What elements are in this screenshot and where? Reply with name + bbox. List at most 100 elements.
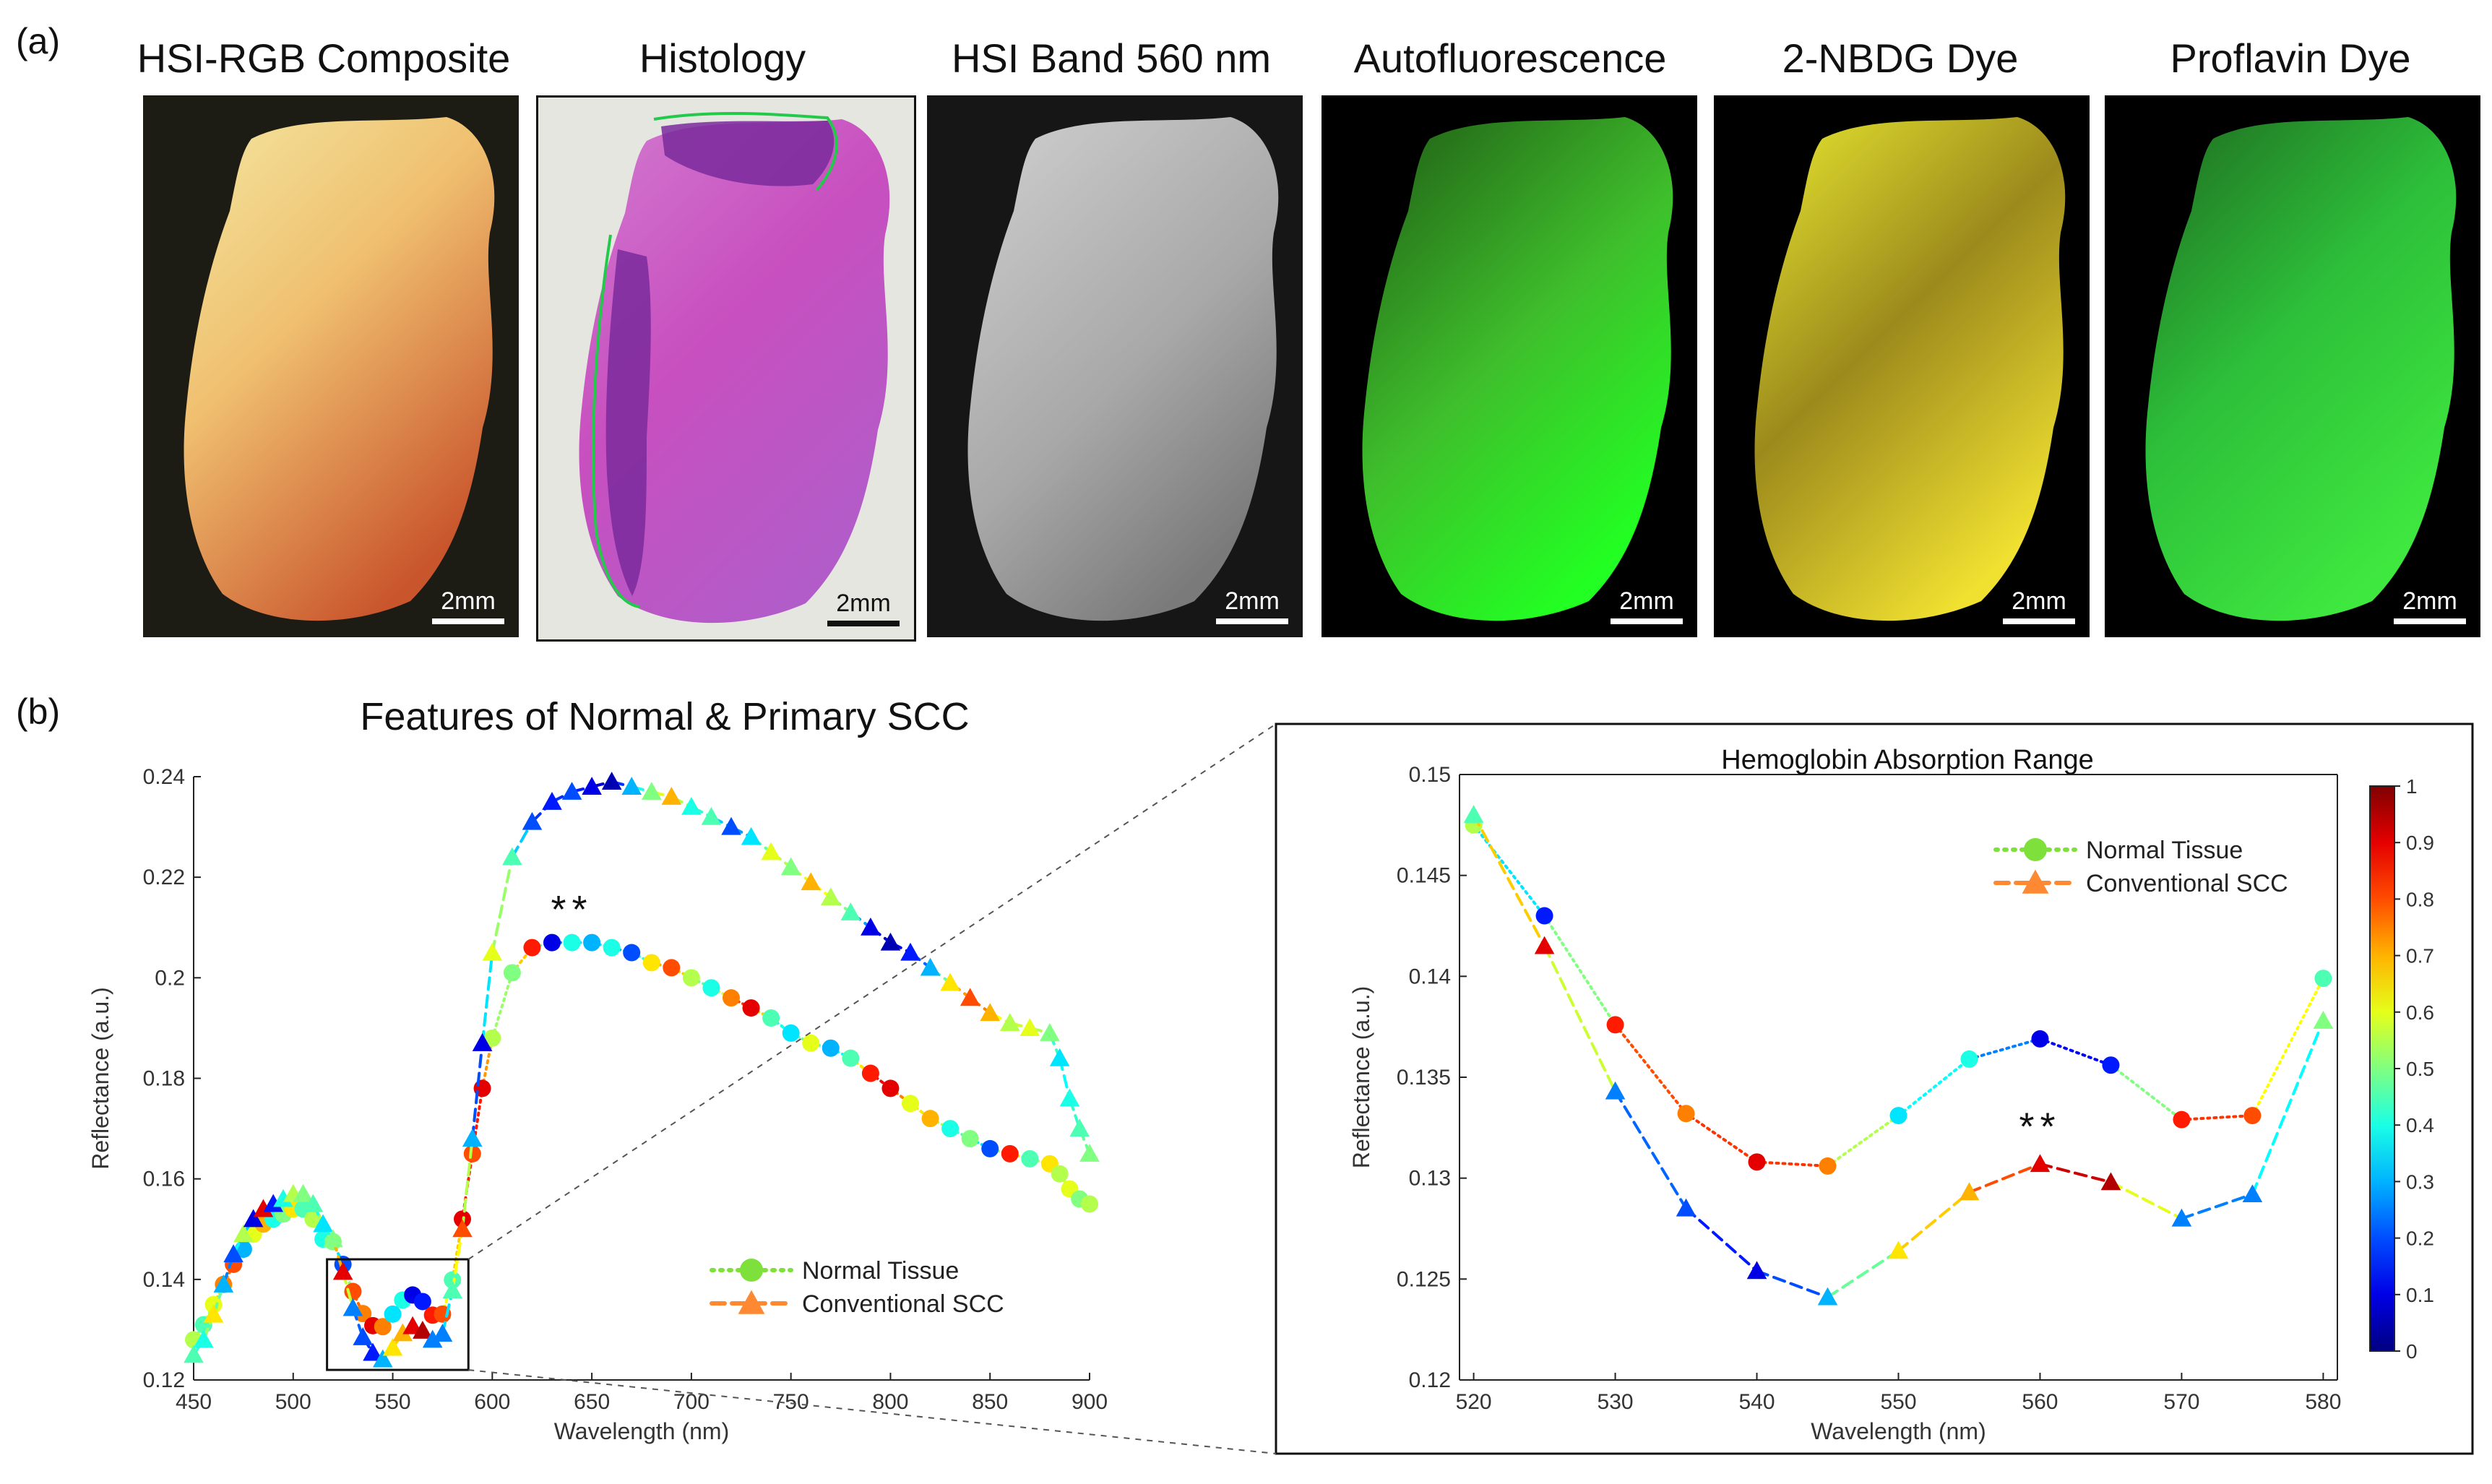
series-line-segment [2180, 1193, 2254, 1220]
tissue-image-autofluo: 2mm [1322, 95, 1697, 637]
data-point [881, 1079, 900, 1097]
tissue-specimen [1362, 117, 1673, 621]
x-tick-label: 550 [1880, 1390, 1916, 1414]
legend-marker [2022, 869, 2049, 894]
colorbar-tick-label: 0.4 [2406, 1114, 2434, 1136]
data-point [1069, 1118, 1090, 1137]
inset-panel-frame [1275, 722, 2474, 1455]
data-point [273, 1189, 293, 1207]
data-point [782, 1024, 800, 1042]
data-point [623, 944, 641, 962]
legend-label: Normal Tissue [2086, 837, 2243, 864]
data-point [344, 1282, 362, 1300]
y-tick-label: 0.14 [143, 1268, 185, 1292]
data-point [921, 1110, 939, 1128]
data-point [2314, 970, 2332, 988]
data-point [452, 1219, 473, 1238]
series-line-segment [1755, 1269, 1829, 1299]
data-point [303, 1194, 324, 1212]
data-point [1819, 1157, 1837, 1175]
tissue-image-rgb: 2mm [143, 95, 519, 637]
series-line-segment [1897, 1057, 1971, 1118]
zoom-connector-line [468, 1369, 1277, 1454]
data-point [2030, 1154, 2051, 1173]
legend-marker [738, 1290, 765, 1314]
y-tick-label: 0.145 [1397, 864, 1451, 888]
data-point [702, 979, 720, 997]
image-title: Proflavin Dye [2170, 35, 2411, 81]
data-point [1606, 1016, 1624, 1034]
data-point [2102, 1056, 2120, 1074]
series-line-segment [1897, 1191, 1971, 1253]
data-point [374, 1318, 392, 1336]
data-point [1676, 1198, 1696, 1217]
series-line-segment [1543, 944, 1617, 1093]
scale-bar: 2mm [432, 587, 504, 624]
colorbar-tick-label: 1 [2406, 775, 2418, 798]
tissue-image-band: 2mm [927, 95, 1303, 637]
data-point [342, 1298, 363, 1316]
tissue-shape [1754, 117, 2066, 621]
data-point [384, 1305, 402, 1323]
data-point [353, 1327, 374, 1345]
data-point [1051, 1165, 1069, 1183]
series-normal-tissue [1465, 816, 2332, 1175]
y-tick-label: 0.2 [155, 966, 185, 990]
y-axis-label: Reflectance (a.u.) [1348, 986, 1374, 1169]
data-point [332, 1261, 353, 1280]
x-tick-label: 560 [2022, 1390, 2058, 1414]
zoom-region-box [326, 1258, 470, 1371]
series-line-segment [1613, 1023, 1688, 1116]
data-point [1746, 1261, 1767, 1280]
tissue-shape [967, 117, 1279, 621]
data-point [701, 806, 722, 825]
data-point [323, 1229, 343, 1248]
y-tick-label: 0.12 [143, 1368, 185, 1392]
y-tick-label: 0.15 [1409, 763, 1451, 787]
data-point [472, 1032, 493, 1051]
tissue-specimen [967, 117, 1279, 621]
scale-bar-line [1216, 618, 1288, 624]
data-point [661, 787, 682, 805]
x-tick-label: 650 [574, 1390, 610, 1414]
x-tick-label: 450 [176, 1390, 212, 1414]
data-point [840, 902, 861, 920]
series-line-segment [451, 1228, 464, 1293]
data-point [2173, 1110, 2191, 1129]
data-point [681, 796, 702, 815]
tissue-shape [579, 119, 890, 624]
data-point [780, 857, 801, 876]
y-tick-label: 0.125 [1397, 1267, 1451, 1291]
x-tick-label: 500 [275, 1390, 311, 1414]
data-point [442, 1280, 463, 1299]
data-point [2171, 1208, 2192, 1227]
image-title: HSI-RGB Composite [137, 35, 511, 81]
scale-bar: 2mm [1611, 587, 1683, 624]
data-point [2313, 1010, 2334, 1029]
y-tick-label: 0.135 [1397, 1066, 1451, 1090]
y-tick-label: 0.13 [1409, 1167, 1451, 1191]
data-point [444, 1271, 462, 1289]
data-point [900, 942, 921, 961]
data-point [213, 1274, 234, 1293]
data-point [253, 1199, 274, 1217]
series-line-segment [1472, 813, 1546, 948]
x-axis-label: Wavelength (nm) [1811, 1418, 1986, 1444]
data-point [742, 999, 760, 1017]
x-axis-label: Wavelength (nm) [554, 1418, 729, 1444]
data-point [801, 872, 822, 891]
series-line-segment [2038, 1037, 2113, 1067]
series-line-segment [1967, 1037, 2042, 1061]
data-point [980, 1003, 1001, 1022]
tissue-image-proflavin: 2mm [2105, 95, 2480, 637]
legend-label: Normal Tissue [802, 1257, 959, 1285]
data-point [432, 1324, 453, 1342]
series-normal-tissue [185, 933, 1098, 1349]
data-point [2242, 1184, 2263, 1203]
data-point [293, 1183, 314, 1202]
data-point [502, 847, 522, 866]
data-point [542, 791, 562, 810]
data-point [822, 1039, 840, 1057]
data-point [184, 1345, 204, 1363]
tissue-specimen [184, 117, 495, 621]
